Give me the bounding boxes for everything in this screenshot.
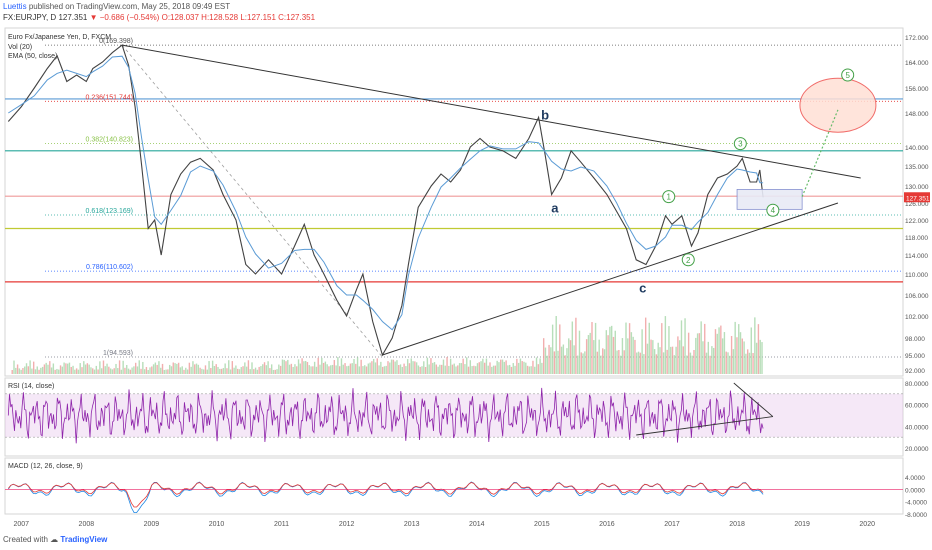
fib-level-label: 0.786(110.602) [86,264,133,271]
x-axis-tick-label: 2017 [664,521,680,528]
macd-axis-label: -4.0000 [905,500,927,507]
target-ellipse [799,77,877,133]
macd-label: MACD (12, 26, close, 9) [8,463,83,470]
volume-label: Vol (20) [8,44,32,51]
x-axis-tick-label: 2019 [794,521,810,528]
x-axis-tick-label: 2010 [209,521,225,528]
wave-label: a [551,200,559,215]
x-axis-tick-label: 2016 [599,521,615,528]
x-axis-tick-label: 2011 [274,521,289,528]
wave-circle-icon [733,137,747,151]
ema-line [8,55,764,331]
wave-label: c [639,280,646,295]
rsi-line [7,387,764,444]
x-axis-tick-label: 2012 [339,521,355,528]
rsi-trendline [733,382,774,417]
x-axis-tick-label: 2009 [144,521,160,528]
x-axis-tick-label: 2014 [469,521,485,528]
volume-bars [11,316,763,374]
rsi-trendline [636,416,773,436]
last-price-tag-label: 127.351 [906,195,930,202]
wave-circle-icon [841,68,855,82]
x-axis-tick-label: 2015 [534,521,550,528]
price-axis-label: 172.000 [905,35,929,42]
wave-label: b [541,107,549,122]
price-axis-label: 156.000 [905,86,929,93]
price-axis-label: 106.000 [905,293,929,300]
x-axis-tick-label: 2008 [79,521,95,528]
rsi-axis-label: 60.0000 [905,403,929,410]
rsi-axis-label: 40.0000 [905,424,929,431]
price-axis-label: 118.000 [905,235,928,242]
trendline [382,202,839,356]
wave-label: 2 [686,256,691,265]
macd-signal-line [7,482,764,508]
price-axis-label: 95.000 [905,353,925,360]
fib-diagonal [121,44,383,358]
rsi-band [5,393,903,438]
symbol-info: FX:EURJPY, D 127.351 ▼ −0.686 (−0.54%) O… [3,13,315,22]
ema-label: EMA (50, close) [8,53,57,60]
x-axis-tick-label: 2018 [729,521,745,528]
price-axis-label: 148.000 [905,111,929,118]
x-axis-tick-label: 2007 [13,521,29,528]
price-pane-frame [4,27,904,377]
wave-label: 3 [738,140,743,149]
wave-circle-icon [662,190,676,204]
published-text: published on TradingView.com, May 25, 20… [28,2,231,11]
price-change: −0.686 (−0.54%) [99,13,160,22]
macd-axis-label: -8.0000 [905,512,927,519]
macd-axis-label: 0.0000 [905,487,925,494]
fib-level-label: 0.618(123.169) [86,208,133,215]
fib-level-label: 0(169.398) [99,38,133,45]
x-axis-tick-label: 2013 [404,521,420,528]
price-axis-label: 130.000 [905,184,929,191]
ohlc-values: O:128.037 H:128.528 L:127.151 C:127.351 [161,13,316,22]
price-axis-label: 126.000 [905,201,929,208]
rsi-axis-label: 80.0000 [905,381,929,388]
x-axis-tick-label: 2020 [859,521,875,528]
wave-label: 4 [771,206,776,215]
publish-info: Luettis published on TradingView.com, Ma… [3,2,230,11]
fib-level-label: 1(94.593) [103,350,133,357]
price-axis-label: 114.000 [905,253,928,260]
rsi-pane-frame [4,377,904,457]
wave-label: 5 [845,71,850,80]
symbol-text: FX:EURJPY, D [3,13,57,22]
fib-level-label: 0.236(151.744) [86,94,133,101]
price-axis-label: 92.000 [905,368,925,375]
macd-axis-label: 4.0000 [905,475,925,482]
price-axis-label: 140.000 [905,145,929,152]
tradingview-brand[interactable]: TradingView [60,535,108,544]
instrument-label: Euro Fx/Japanese Yen, D, FXCM [8,34,111,41]
created-with-text: Created with [3,535,48,544]
price-axis-label: 135.000 [905,164,929,171]
last-price: 127.351 [58,13,88,22]
price-axis-label: 110.000 [905,272,928,279]
wave-circle-icon [681,253,695,267]
last-price-tag [904,192,930,203]
price-axis-label: 164.000 [905,60,929,67]
price-axis-label: 102.000 [905,314,929,321]
footer: Created with ☁ TradingView [3,535,107,544]
rsi-axis-label: 20.0000 [905,446,929,453]
price-line [7,44,764,357]
wave-circle-icon [766,203,780,217]
price-axis-label: 122.000 [905,218,929,225]
fib-level-label: 0.382(140.823) [86,137,133,144]
price-axis-label: 98.000 [905,336,925,343]
author-link[interactable]: Luettis [3,2,27,11]
rsi-label: RSI (14, close) [8,383,54,390]
down-arrow-icon: ▼ [89,13,98,22]
trendline [122,44,861,179]
macd-pane-frame [4,457,904,515]
wave-label: 1 [667,193,672,202]
tradingview-logo-icon: ☁ [50,535,59,544]
